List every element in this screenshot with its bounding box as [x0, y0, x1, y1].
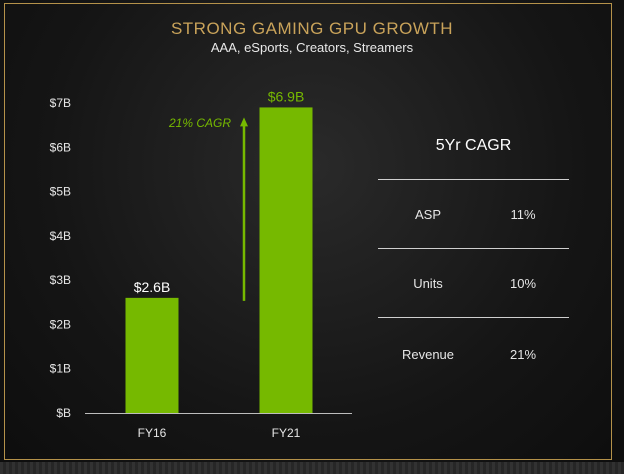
- cagr-row-asp: ASP 11%: [378, 180, 569, 250]
- bar-value-label: $6.9B: [268, 88, 305, 104]
- x-tick-label: FY16: [138, 426, 167, 440]
- y-tick-label: $7B: [50, 96, 71, 110]
- y-tick-label: $4B: [50, 229, 71, 243]
- page-title: STRONG GAMING GPU GROWTH: [170, 19, 454, 38]
- cagr-divider: [378, 179, 569, 180]
- floor-strip: [0, 462, 624, 474]
- cagr-divider: [378, 248, 569, 249]
- cagr-row-revenue: Revenue 21%: [378, 318, 569, 388]
- cagr-annotation: 21% CAGR: [168, 116, 231, 130]
- bar-fy16: [125, 297, 179, 413]
- cagr-row-units: Units 10%: [378, 249, 569, 319]
- page-subtitle: AAA, eSports, Creators, Streamers: [210, 40, 414, 55]
- cagr-label: Units: [413, 276, 443, 291]
- y-tick-label: $3B: [50, 273, 71, 287]
- bar-value-label: $2.6B: [134, 279, 171, 295]
- cagr-value: 21%: [509, 347, 537, 362]
- cagr-title: 5Yr CAGR: [435, 137, 512, 154]
- cagr-label: Revenue: [401, 347, 455, 362]
- bar-fy21: [259, 107, 313, 413]
- cagr-value: 10%: [509, 276, 537, 291]
- y-tick-label: $B: [56, 406, 71, 420]
- y-tick-label: $2B: [50, 317, 71, 331]
- y-tick-label: $1B: [50, 362, 71, 376]
- y-tick-label: $5B: [50, 185, 71, 199]
- slide-frame: [4, 3, 612, 460]
- cagr-divider: [378, 317, 569, 318]
- growth-arrow-head-icon: [240, 117, 248, 127]
- y-tick-label: $6B: [50, 140, 71, 154]
- x-tick-label: FY21: [272, 426, 301, 440]
- cagr-value: 11%: [510, 207, 536, 222]
- cagr-label: ASP: [414, 207, 441, 222]
